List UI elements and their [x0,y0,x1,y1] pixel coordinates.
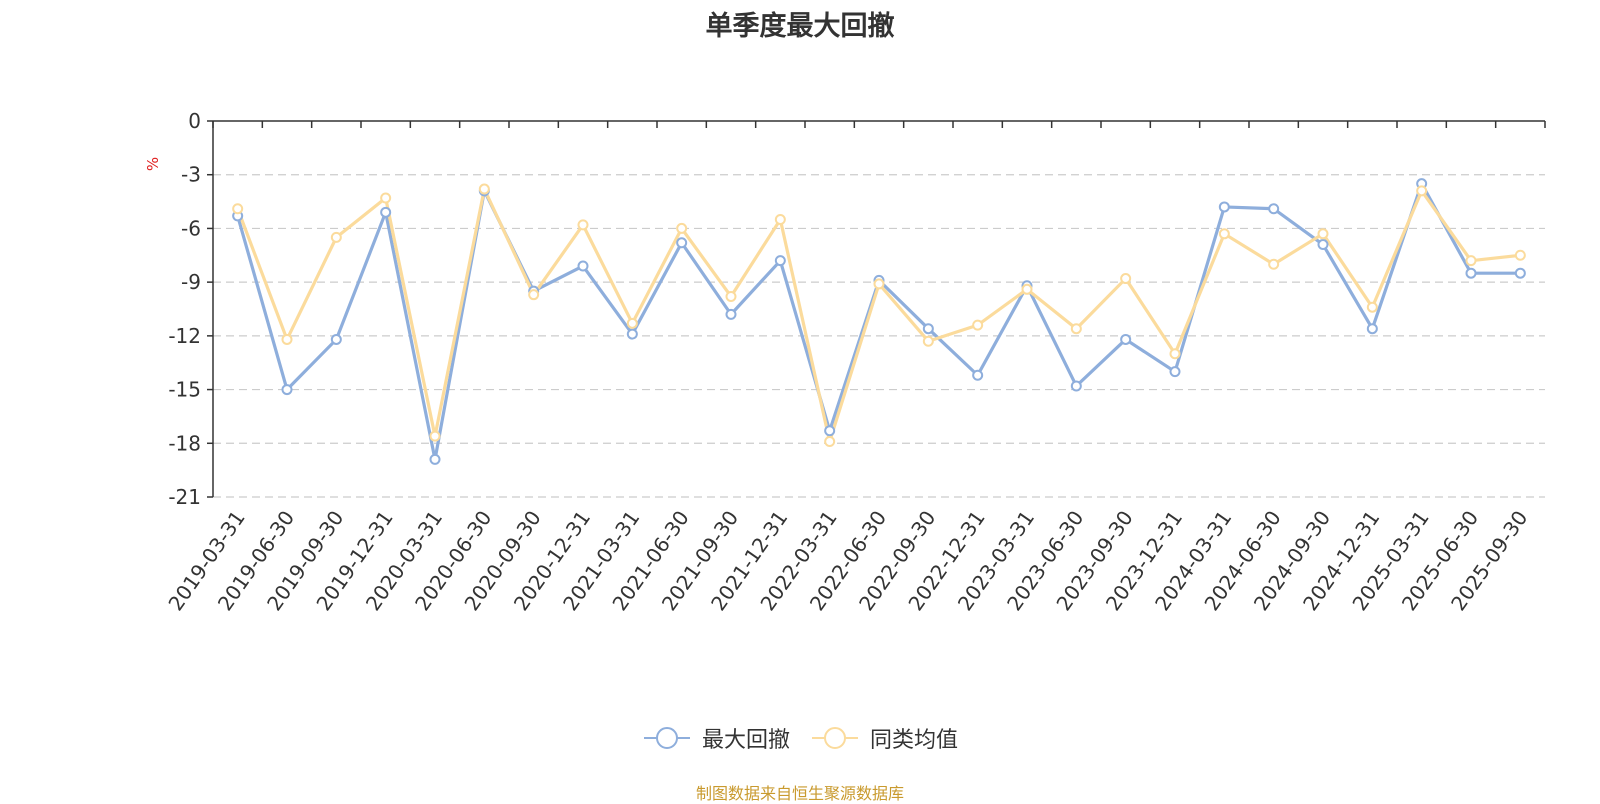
y-tick-label: -18 [168,431,201,455]
series-1-point [1514,267,1526,279]
series-2-point [1268,258,1280,270]
series-2-point [676,222,688,234]
series-1-point [774,255,786,267]
series-1-point [281,384,293,396]
series-1-point [1366,323,1378,335]
y-tick-label: -3 [181,163,201,187]
series-1-point [1317,239,1329,251]
series-1-point [922,323,934,335]
legend-label-series-1: 最大回撤 [701,728,790,753]
series-1-point [1465,267,1477,279]
y-tick-label: -21 [168,485,201,509]
series-1-point [676,237,688,249]
series-2-point [1317,228,1329,240]
series-2-point [380,192,392,204]
series-2-point [873,278,885,290]
y-tick-label: -15 [168,378,201,402]
series-2-point [577,219,589,231]
y-tick-label: -9 [181,270,201,294]
series-1-point [725,308,737,320]
series-2-point [528,289,540,301]
series-1-point [824,425,836,437]
series-2-point [281,333,293,345]
series-2-point [1169,348,1181,360]
series-1-point [1218,201,1230,213]
series-2-point [1070,323,1082,335]
source-note: 制图数据来自恒生聚源数据库 [695,784,904,803]
series-2-point [429,430,441,442]
series-2-point [330,231,342,243]
chart-title: 单季度最大回撤 [705,11,895,42]
series-2-point [972,319,984,331]
legend-marker-series-1-icon [643,727,690,749]
series-1-point [330,333,342,345]
series-2-point [774,213,786,225]
series-2-point [478,183,490,195]
y-tick-label: 0 [188,109,201,133]
series-1-point [1120,333,1132,345]
series-2-point [626,317,638,329]
series-line-2 [236,187,1521,444]
series-2-point [1416,185,1428,197]
legend-label-series-2: 同类均值 [870,728,959,753]
axes [212,120,1545,497]
y-tick-label: -12 [168,324,201,348]
series-1-point [1268,203,1280,215]
series-1-point [626,328,638,340]
y-tick-label: -6 [181,216,201,240]
series-lines [232,178,1526,465]
series-2-point [1218,228,1230,240]
series-1-point [429,453,441,465]
series-1-point [972,369,984,381]
series-2-point [1366,301,1378,313]
series-2-point [725,290,737,302]
legend-marker-series-2-icon [812,727,858,749]
series-1-point [577,260,589,272]
legend-item-series-1[interactable]: 最大回撤 [642,722,790,754]
legend: 最大回撤 同类均值 [0,722,1600,754]
series-1-point [1169,366,1181,378]
series-2-point [232,203,244,215]
series-2-point [1021,283,1033,295]
series-2-point [1465,255,1477,267]
series-2-point [922,335,934,347]
series-1-point [1070,380,1082,392]
series-2-point [824,435,836,447]
y-axis-unit-label: % [144,157,162,171]
legend-item-series-2[interactable]: 同类均值 [810,722,958,754]
series-2-point [1514,249,1526,261]
series-1-point [380,206,392,218]
series-2-point [1120,273,1132,285]
